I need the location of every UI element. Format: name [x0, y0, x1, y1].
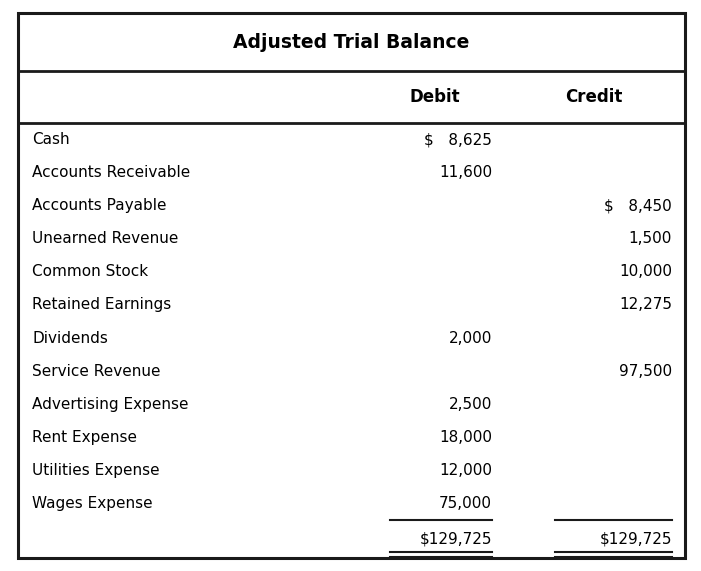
- Text: Accounts Payable: Accounts Payable: [32, 198, 167, 213]
- Text: Wages Expense: Wages Expense: [32, 496, 153, 511]
- Text: 75,000: 75,000: [439, 496, 492, 511]
- Text: Adjusted Trial Balance: Adjusted Trial Balance: [233, 33, 469, 51]
- Text: Dividends: Dividends: [32, 331, 108, 345]
- Text: Service Revenue: Service Revenue: [32, 364, 161, 379]
- Text: Cash: Cash: [32, 132, 69, 147]
- Text: 2,500: 2,500: [449, 397, 492, 412]
- Text: Unearned Revenue: Unearned Revenue: [32, 231, 178, 246]
- Text: $   8,450: $ 8,450: [604, 198, 672, 213]
- Text: 97,500: 97,500: [619, 364, 672, 379]
- Text: Retained Earnings: Retained Earnings: [32, 297, 171, 312]
- Text: Debit: Debit: [409, 88, 461, 106]
- Text: Rent Expense: Rent Expense: [32, 430, 137, 445]
- Text: Common Stock: Common Stock: [32, 264, 148, 279]
- Text: $129,725: $129,725: [419, 532, 492, 546]
- Text: 10,000: 10,000: [619, 264, 672, 279]
- Text: Credit: Credit: [565, 88, 622, 106]
- Text: Utilities Expense: Utilities Expense: [32, 463, 160, 478]
- Text: $129,725: $129,725: [599, 532, 672, 546]
- Text: 12,275: 12,275: [619, 297, 672, 312]
- Text: 12,000: 12,000: [439, 463, 492, 478]
- Text: Accounts Receivable: Accounts Receivable: [32, 165, 190, 180]
- Text: 11,600: 11,600: [439, 165, 492, 180]
- Text: 1,500: 1,500: [629, 231, 672, 246]
- Text: $   8,625: $ 8,625: [424, 132, 492, 147]
- Text: 2,000: 2,000: [449, 331, 492, 345]
- Text: 18,000: 18,000: [439, 430, 492, 445]
- Text: Advertising Expense: Advertising Expense: [32, 397, 189, 412]
